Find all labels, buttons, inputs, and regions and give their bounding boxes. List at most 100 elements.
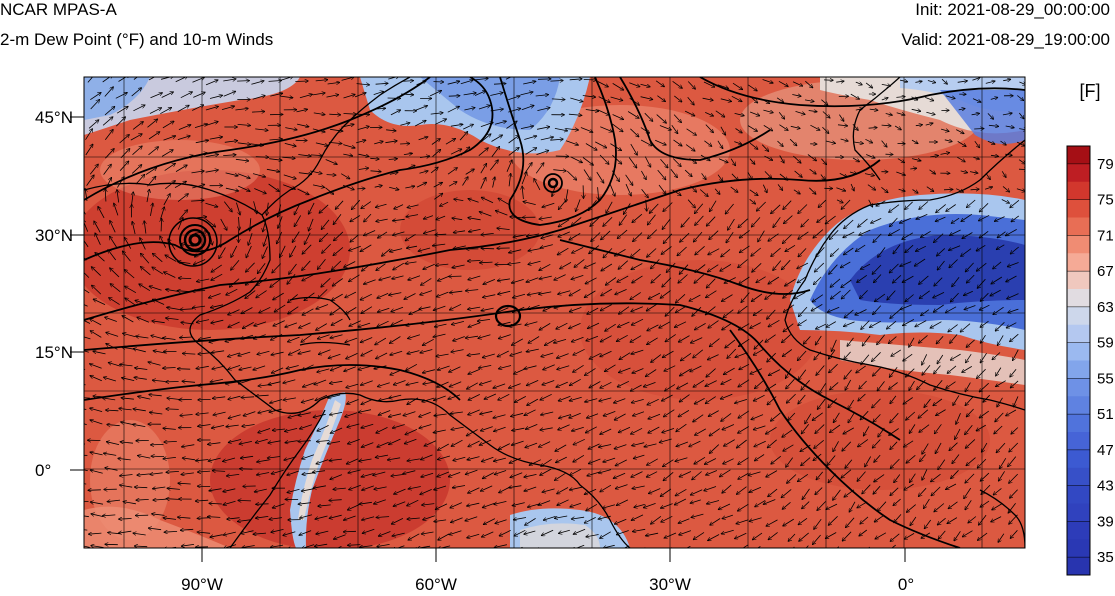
colorbar-label: 79 bbox=[1097, 156, 1114, 173]
x-tick-60w: 60°W bbox=[415, 575, 457, 594]
wind-arrow bbox=[684, 169, 692, 177]
wind-arrow bbox=[910, 168, 917, 169]
wind-arrow bbox=[565, 140, 578, 145]
colorbar-bin bbox=[1067, 557, 1090, 576]
wind-arrow bbox=[164, 163, 176, 171]
wind-arrow bbox=[463, 547, 465, 548]
wind-arrow bbox=[98, 207, 105, 219]
wind-arrow bbox=[540, 137, 554, 141]
wind-arrow bbox=[160, 108, 171, 115]
wind-arrow bbox=[597, 109, 610, 115]
wind-arrow bbox=[250, 144, 264, 146]
wind-arrow bbox=[407, 204, 419, 208]
wind-arrow bbox=[484, 549, 496, 553]
wind-arrow bbox=[302, 244, 312, 254]
wind-arrow bbox=[463, 124, 473, 130]
wind-arrow bbox=[990, 97, 998, 99]
wind-arrow bbox=[262, 246, 268, 259]
wind-arrow bbox=[640, 83, 651, 87]
wind-arrow bbox=[702, 98, 714, 100]
wind-arrow bbox=[177, 136, 190, 140]
wind-arrow bbox=[509, 173, 511, 187]
colorbar-bin bbox=[1067, 199, 1090, 218]
wind-arrow bbox=[655, 80, 664, 87]
wind-arrow bbox=[808, 111, 817, 112]
wind-arrow bbox=[308, 218, 314, 231]
wind-arrow bbox=[181, 244, 194, 247]
wind-arrow bbox=[494, 121, 506, 125]
wind-arrow bbox=[925, 123, 933, 125]
wind-arrow bbox=[341, 124, 354, 128]
wind-arrow bbox=[448, 182, 457, 187]
wind-arrow bbox=[373, 91, 384, 95]
wind-arrow bbox=[277, 231, 283, 244]
wind-arrow bbox=[117, 190, 119, 203]
wind-arrow bbox=[150, 203, 153, 216]
wind-arrow bbox=[144, 221, 146, 234]
wind-arrow bbox=[648, 229, 658, 239]
wind-arrow bbox=[777, 184, 783, 190]
wind-arrow bbox=[822, 126, 829, 133]
wind-arrow bbox=[810, 124, 820, 130]
wind-arrow bbox=[522, 186, 523, 200]
wind-arrow bbox=[400, 123, 410, 126]
wind-arrow bbox=[468, 199, 479, 203]
colorbar-bin bbox=[1067, 396, 1090, 415]
wind-arrow bbox=[375, 83, 389, 84]
wind-arrow bbox=[130, 134, 142, 141]
wind-arrow bbox=[687, 97, 695, 105]
wind-arrow bbox=[640, 139, 652, 146]
model-title: NCAR MPAS-A bbox=[0, 0, 117, 19]
wind-arrow bbox=[423, 229, 436, 234]
colorbar-bin bbox=[1067, 289, 1090, 308]
wind-arrow bbox=[480, 163, 487, 174]
colorbar-bin bbox=[1067, 378, 1090, 397]
wind-arrow bbox=[268, 183, 280, 192]
wind-arrow bbox=[131, 88, 142, 97]
wind-arrow bbox=[330, 129, 343, 131]
wind-arrow bbox=[523, 81, 536, 85]
wind-arrow bbox=[309, 170, 322, 174]
wind-arrow bbox=[984, 187, 993, 190]
wind-arrow bbox=[280, 245, 286, 258]
wind-arrow bbox=[885, 114, 893, 116]
wind-arrow bbox=[784, 215, 793, 224]
wind-arrow bbox=[386, 130, 396, 131]
wind-arrow bbox=[319, 204, 329, 213]
wind-arrow bbox=[633, 232, 643, 242]
wind-arrow bbox=[161, 77, 174, 80]
wind-arrow bbox=[916, 214, 928, 219]
wind-arrow bbox=[657, 95, 665, 102]
wind-arrow bbox=[897, 158, 905, 163]
wind-arrow bbox=[1016, 141, 1025, 146]
wind-arrow bbox=[325, 187, 333, 195]
wind-arrow bbox=[535, 95, 549, 96]
wind-arrow bbox=[841, 199, 851, 209]
x-tick-0: 0° bbox=[898, 575, 914, 594]
wind-arrow bbox=[878, 548, 886, 558]
wind-arrow bbox=[297, 123, 309, 127]
wind-arrow bbox=[343, 114, 357, 115]
wind-arrow bbox=[394, 204, 404, 209]
wind-arrow bbox=[588, 200, 597, 210]
wind-arrow bbox=[869, 109, 878, 110]
wind-arrow bbox=[687, 199, 695, 208]
wind-arrow bbox=[312, 93, 325, 95]
wind-arrow bbox=[881, 186, 888, 192]
wind-arrow bbox=[497, 228, 510, 230]
wind-arrow bbox=[225, 172, 239, 176]
wind-arrow bbox=[198, 399, 211, 400]
wind-arrow bbox=[416, 182, 427, 188]
wind-arrow bbox=[734, 142, 742, 145]
wind-arrow bbox=[283, 174, 296, 179]
wind-arrow bbox=[926, 186, 934, 192]
wind-arrow bbox=[327, 82, 340, 84]
wind-arrow bbox=[415, 106, 428, 111]
wind-arrow bbox=[124, 237, 132, 249]
wind-arrow bbox=[298, 173, 312, 175]
wind-arrow bbox=[479, 212, 492, 217]
wind-arrow bbox=[430, 167, 438, 174]
wind-arrow bbox=[160, 236, 167, 248]
wind-arrow bbox=[463, 93, 477, 95]
